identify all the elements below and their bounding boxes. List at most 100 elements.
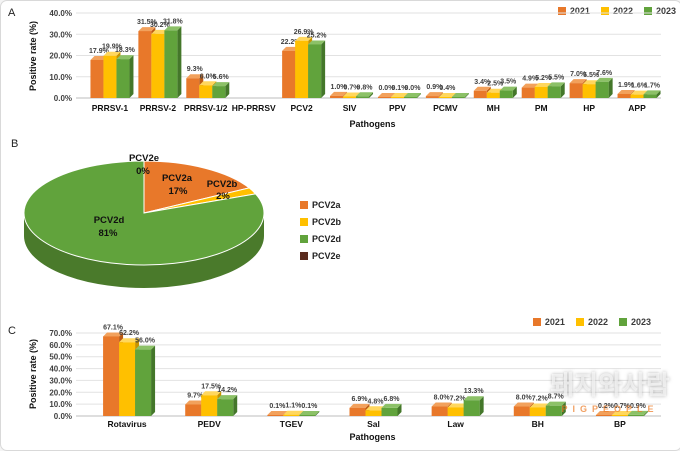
bar-side <box>369 92 374 98</box>
panel-a-bar-chart: 0.0% 10.0% 20.0% 30.0% 40.0% 17.9%19.9%18.3% P… <box>49 9 661 113</box>
bar-top <box>595 411 616 415</box>
category-label: Rotavirus <box>107 419 146 429</box>
bar-top <box>582 80 600 85</box>
pie-label: 2% <box>216 191 230 202</box>
y-tick-label: 10.0% <box>49 73 72 82</box>
bar <box>135 349 152 416</box>
legend-label: PCV2a <box>312 200 341 210</box>
legend-swatch <box>575 318 584 326</box>
panel-c-x-axis-title: Pathogens <box>349 432 396 442</box>
y-tick-label: 30.0% <box>49 376 72 385</box>
pie-label: PCV2b <box>207 179 238 190</box>
category-label: PEDV <box>198 419 221 429</box>
bar-side <box>608 77 613 98</box>
bar-side <box>177 26 182 98</box>
bar-value-label: 9.3% <box>187 66 204 73</box>
bar-value-label: 30.2% <box>150 22 171 29</box>
bar-value-label: 6.5% <box>583 72 600 79</box>
bar-value-label: 0.1% <box>301 403 318 410</box>
bar-top <box>356 92 374 97</box>
bar <box>381 407 398 416</box>
bar-value-label: 0.8% <box>357 84 374 91</box>
bar <box>595 81 609 98</box>
bar <box>199 85 213 98</box>
bar-value-label: 67.1% <box>103 324 124 331</box>
bar-value-label: 1.1% <box>285 403 302 410</box>
bar-top <box>164 26 182 31</box>
legend-label: PCV2b <box>312 217 342 227</box>
bar-value-label: 7.6% <box>596 70 613 77</box>
bar-top <box>438 93 456 97</box>
bar-value-label: 1.9% <box>618 82 635 89</box>
bar <box>151 33 165 99</box>
bar-value-label: 0.4% <box>439 85 456 92</box>
pie-label: 81% <box>98 228 118 239</box>
bar <box>283 414 300 416</box>
bar-top <box>217 395 238 400</box>
bar <box>282 50 296 98</box>
bar-top <box>617 89 635 94</box>
category-label: PM <box>535 103 548 113</box>
bar <box>90 59 104 98</box>
category-label: MH <box>487 103 500 113</box>
bar-value-label: 0.0% <box>378 85 395 92</box>
bar-top <box>282 46 300 51</box>
bar-value-label: 5.2% <box>535 75 552 82</box>
bar-top <box>365 406 386 411</box>
legend-label: 2021 <box>569 6 590 16</box>
bar <box>547 86 561 98</box>
bar-top <box>451 93 469 97</box>
legend-label: 2022 <box>612 6 633 16</box>
bar-top <box>116 55 134 60</box>
bar-top <box>199 81 217 86</box>
bar-top <box>185 400 206 405</box>
bar-side <box>464 93 469 98</box>
bar-top <box>630 90 648 95</box>
bar-value-label: 1.6% <box>631 83 648 90</box>
category-label: PCV2 <box>291 103 313 113</box>
bar-top <box>135 345 156 350</box>
pie-label: 17% <box>168 186 188 197</box>
category-label: PRRSV-1/2 <box>184 103 228 113</box>
bar <box>356 96 370 98</box>
bar-top <box>534 82 552 87</box>
bar <box>217 399 234 416</box>
legend-swatch <box>532 318 541 326</box>
bar <box>299 415 316 416</box>
bar-top <box>499 86 517 91</box>
bar-value-label: 25.2% <box>307 32 328 39</box>
bar-value-label: 4.8% <box>368 398 385 405</box>
bar-top <box>381 403 402 408</box>
y-tick-label: 60.0% <box>49 341 72 350</box>
pie-label: PCV2d <box>94 215 125 226</box>
bar-value-label: 2.5% <box>487 81 504 88</box>
bar-side <box>561 401 566 416</box>
bar-value-label: 8.0% <box>516 395 533 402</box>
bar-value-label: 17.5% <box>201 383 222 390</box>
bar-value-label: 0.9% <box>426 84 443 91</box>
bar <box>103 55 117 98</box>
bar <box>138 31 152 98</box>
bar-value-label: 6.9% <box>352 396 369 403</box>
bar-top <box>529 403 550 408</box>
bar-value-label: 7.0% <box>570 71 587 78</box>
bar-value-label: 62.2% <box>119 330 140 337</box>
y-tick-label: 0.0% <box>54 94 72 103</box>
bar-top <box>330 91 348 96</box>
panel-b-label: B <box>11 138 19 150</box>
bar <box>186 78 200 98</box>
bar-value-label: 3.5% <box>500 79 517 86</box>
bar-top <box>138 27 156 32</box>
bar <box>425 96 439 98</box>
bar <box>349 407 366 416</box>
bar-side <box>512 86 517 98</box>
category-label: BP <box>614 419 626 429</box>
bar-top <box>425 92 443 97</box>
bar-top <box>431 402 452 407</box>
bar-value-label: 0.7% <box>614 403 631 410</box>
bar-top <box>545 401 566 406</box>
bar-top <box>486 88 504 93</box>
legend-swatch <box>643 7 652 15</box>
category-label: PPV <box>389 103 406 113</box>
